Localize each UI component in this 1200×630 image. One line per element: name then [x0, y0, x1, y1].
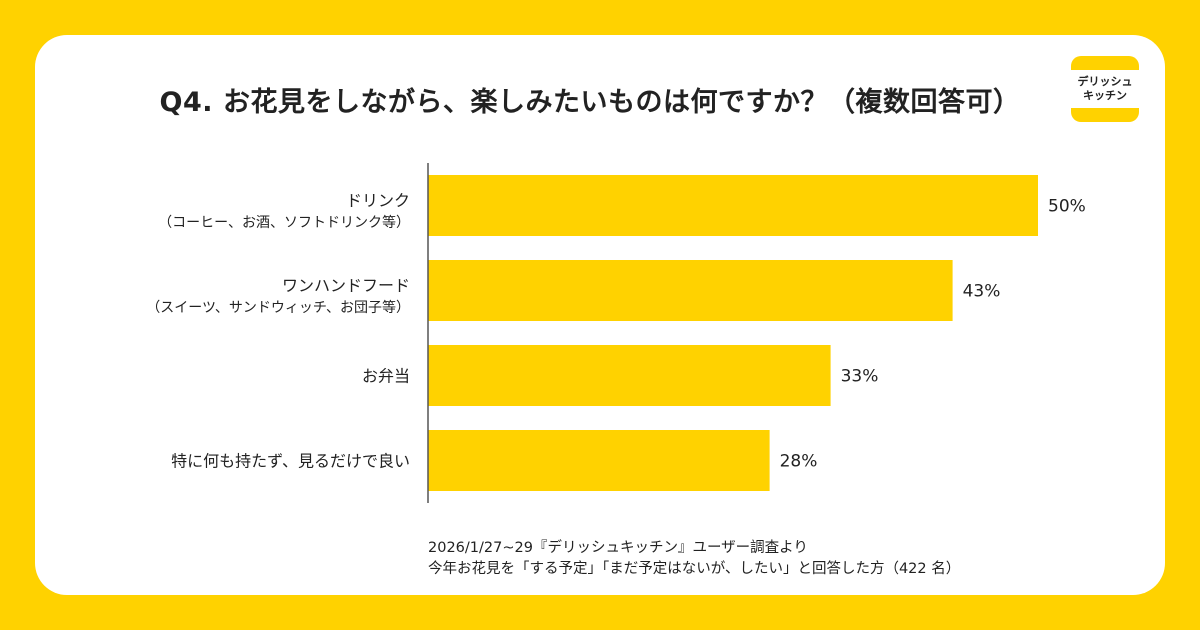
data-label: 33%	[841, 367, 879, 387]
chart-title-text: Q4. お花見をしながら、楽しみたいものは何ですか？（複数回答可）	[159, 87, 1021, 118]
category-sublabel: （コーヒー、お酒、ソフトドリンク等）	[158, 214, 410, 231]
logo-line2: キッチン	[1083, 89, 1127, 102]
footnote: 2026/1/27~29『デリッシュキッチン』ユーザー調査より 今年お花見を「す…	[428, 538, 960, 580]
bar	[428, 430, 770, 491]
category-label: ワンハンドフード	[282, 276, 410, 295]
category-label: ドリンク	[346, 191, 410, 210]
footnote-line1: 2026/1/27~29『デリッシュキッチン』ユーザー調査より	[428, 540, 808, 556]
bar	[428, 260, 953, 321]
logo-line1: デリッシュ	[1077, 75, 1133, 88]
data-label: 43%	[963, 282, 1001, 302]
brand-logo: デリッシュ キッチン	[1071, 56, 1139, 122]
bar	[428, 175, 1038, 236]
data-label: 28%	[780, 452, 818, 472]
footnote-line2: 今年お花見を「する予定」「まだ予定はないが、したい」と回答した方（422 名）	[428, 561, 961, 577]
category-sublabel: （スイーツ、サンドウィッチ、お団子等）	[146, 299, 410, 316]
chart-title: Q4. お花見をしながら、楽しみたいものは何ですか？（複数回答可）	[0, 80, 1200, 119]
bar	[428, 345, 831, 406]
data-label: 50%	[1048, 197, 1086, 217]
category-label: 特に何も持たず、見るだけで良い	[171, 452, 410, 471]
category-label: お弁当	[362, 367, 410, 386]
